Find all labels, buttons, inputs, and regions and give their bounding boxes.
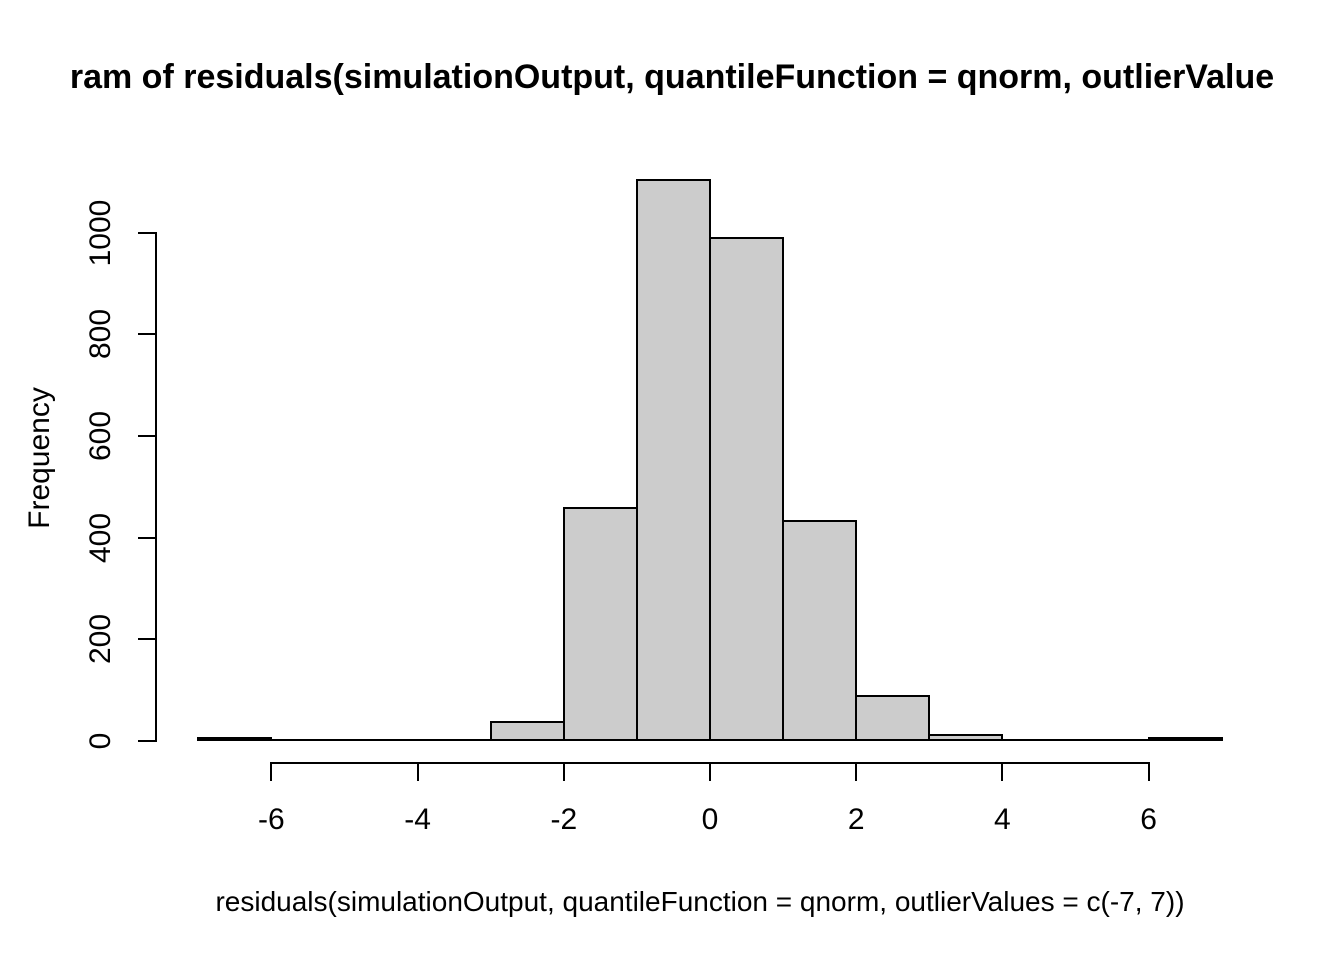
y-axis-tick bbox=[138, 740, 157, 742]
histogram-bar bbox=[855, 695, 931, 741]
histogram-bar bbox=[562, 507, 638, 741]
y-axis-tick bbox=[138, 231, 157, 234]
y-tick-label: 0 bbox=[84, 732, 117, 750]
histogram-bar bbox=[635, 178, 711, 741]
y-axis-tick bbox=[138, 435, 157, 438]
x-axis-tick bbox=[709, 762, 711, 781]
y-tick-label: 600 bbox=[84, 411, 117, 462]
y-tick-label: 400 bbox=[84, 512, 117, 563]
x-axis-tick bbox=[1147, 762, 1150, 781]
chart-title: ram of residuals(simulationOutput, quant… bbox=[69, 58, 1275, 96]
y-axis-line bbox=[155, 231, 157, 742]
y-tick-label: 1000 bbox=[84, 199, 117, 267]
histogram-bar bbox=[1147, 737, 1223, 741]
x-axis-tick bbox=[855, 762, 858, 781]
y-tick-label: 200 bbox=[84, 614, 117, 665]
x-tick-label: 6 bbox=[1140, 803, 1157, 836]
histogram-bar bbox=[489, 720, 565, 741]
x-tick-label: 0 bbox=[701, 803, 719, 836]
x-axis-tick bbox=[562, 762, 565, 781]
x-tick-label: 4 bbox=[994, 803, 1011, 836]
x-axis-tick bbox=[1001, 762, 1004, 781]
x-axis-tick bbox=[270, 762, 273, 781]
y-axis-tick bbox=[138, 638, 157, 641]
histogram-bar bbox=[782, 519, 858, 741]
histogram-bar bbox=[197, 737, 273, 741]
histogram-bar bbox=[709, 236, 785, 741]
y-tick-label: 800 bbox=[84, 309, 117, 360]
histogram-bar bbox=[928, 733, 1004, 741]
x-axis-title: residuals(simulationOutput, quantileFunc… bbox=[215, 886, 1185, 917]
x-tick-label: -2 bbox=[550, 803, 578, 836]
x-tick-label: 2 bbox=[847, 803, 865, 836]
y-axis-title: Frequency bbox=[23, 387, 56, 529]
x-tick-label: -6 bbox=[258, 803, 285, 836]
y-axis-tick bbox=[138, 333, 157, 336]
x-axis-tick bbox=[416, 762, 419, 781]
y-axis-tick bbox=[138, 536, 157, 539]
x-tick-label: -4 bbox=[404, 803, 431, 836]
